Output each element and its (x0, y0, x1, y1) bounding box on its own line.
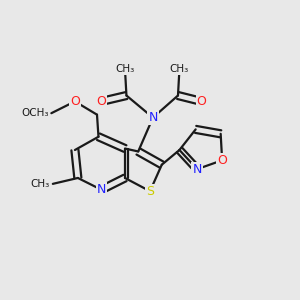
Text: CH₃: CH₃ (170, 64, 189, 74)
Text: CH₃: CH₃ (31, 179, 50, 189)
Text: O: O (97, 95, 106, 108)
Text: N: N (192, 163, 202, 176)
Text: N: N (148, 111, 158, 124)
Text: O: O (70, 95, 80, 108)
Text: O: O (217, 154, 227, 167)
Text: N: N (97, 183, 106, 196)
Text: O: O (196, 95, 206, 108)
Text: CH₃: CH₃ (115, 64, 135, 74)
Text: OCH₃: OCH₃ (21, 108, 48, 118)
Text: S: S (146, 185, 154, 198)
